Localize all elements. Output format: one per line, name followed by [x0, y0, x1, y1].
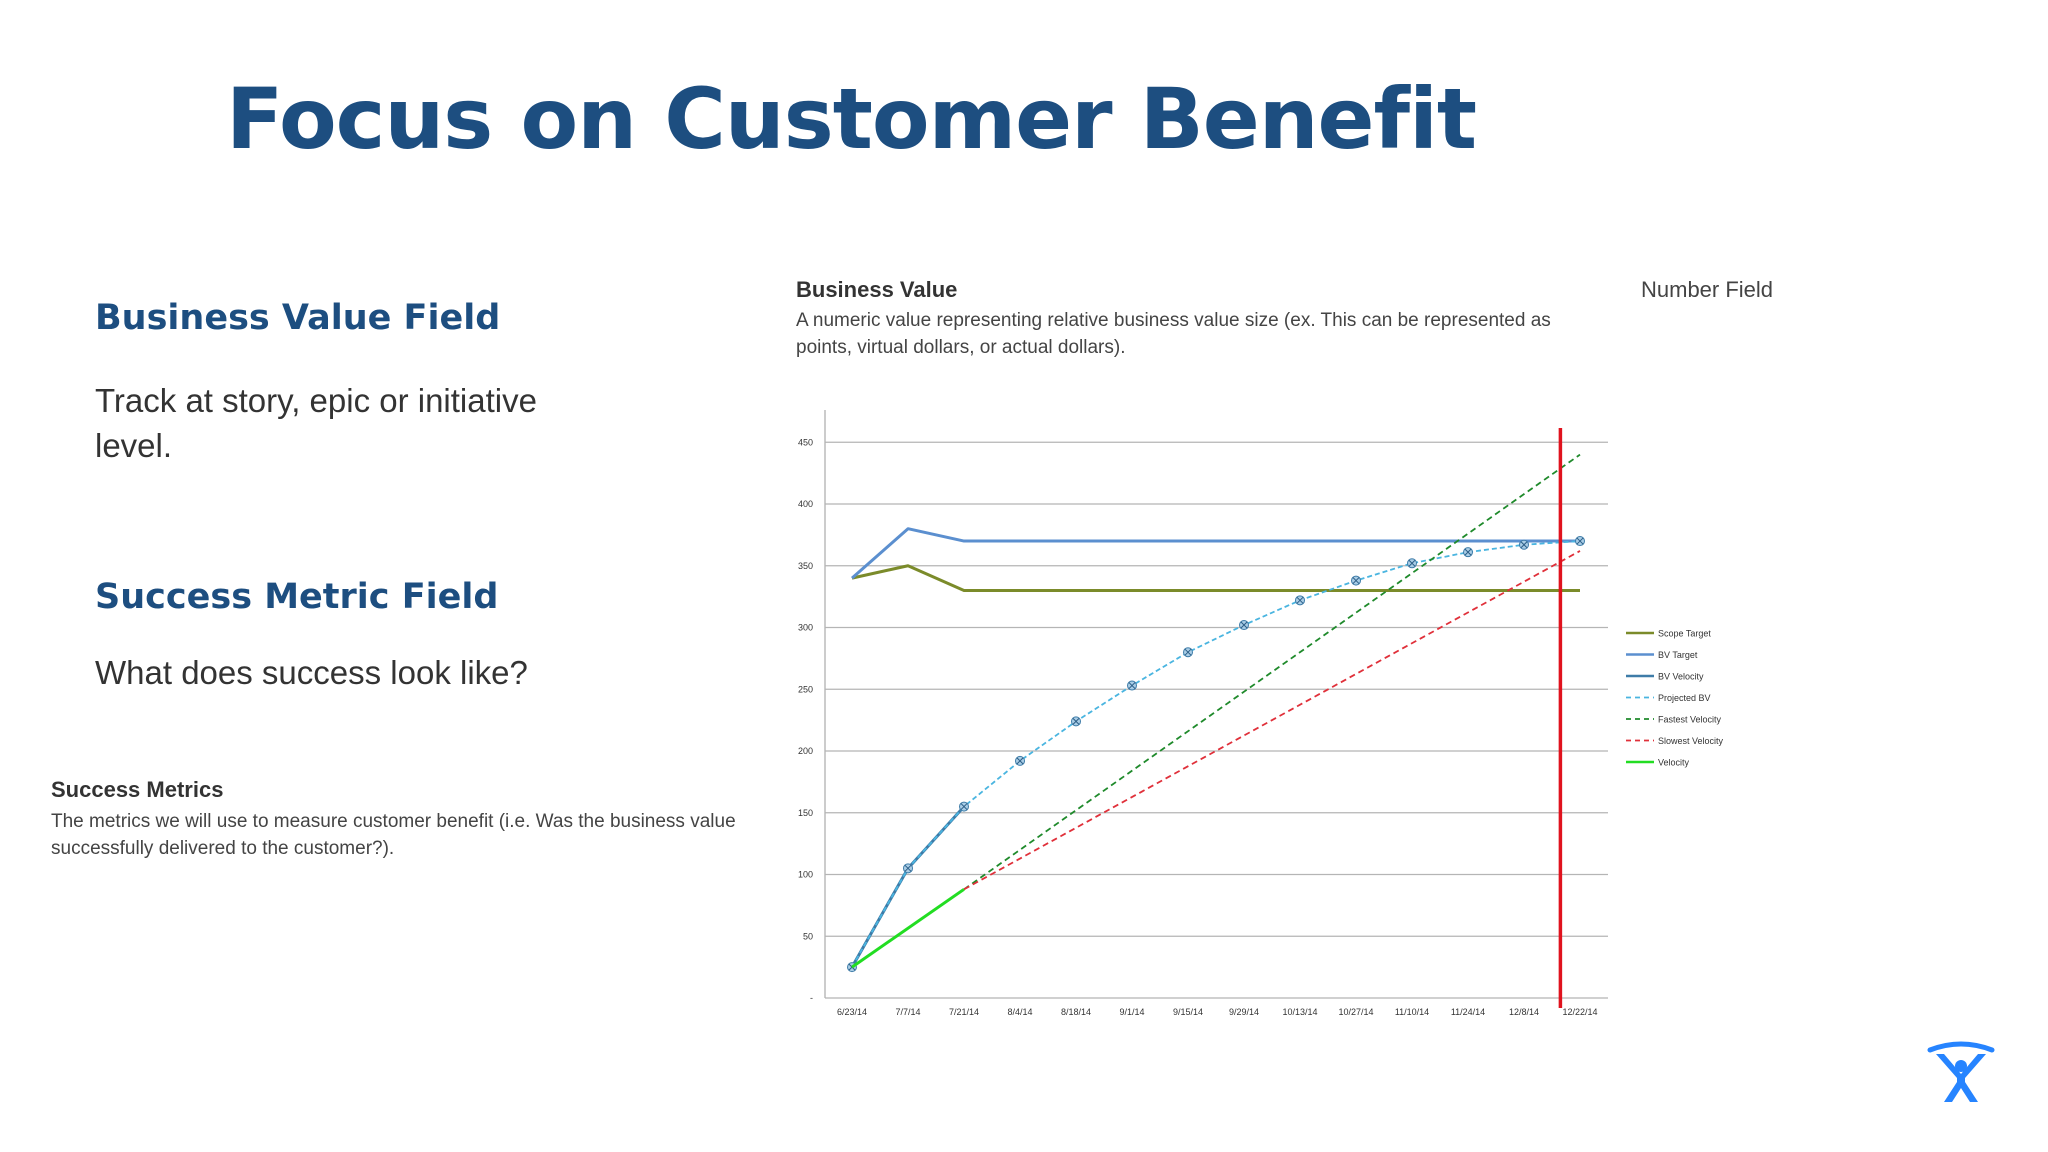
x-tick-label: 8/18/14: [1061, 1007, 1091, 1017]
x-tick-label: 11/24/14: [1451, 1007, 1485, 1017]
x-tick-label: 9/29/14: [1229, 1007, 1259, 1017]
x-tick-label: 9/1/14: [1119, 1007, 1144, 1017]
y-tick-label: 50: [803, 931, 813, 941]
series-line-bv-velocity: [850, 805, 966, 968]
business-value-heading: Business Value Field: [95, 298, 501, 338]
y-tick-label: 300: [798, 623, 813, 633]
x-tick-label: 7/21/14: [949, 1007, 979, 1017]
y-tick-label: 400: [798, 499, 813, 509]
data-point-cross: [1408, 559, 1416, 567]
legend-label: Projected BV: [1658, 693, 1711, 703]
x-tick-label: 8/4/14: [1007, 1007, 1032, 1017]
series-line-slowest-velocity: [963, 550, 1581, 891]
success-metric-text: What does success look like?: [95, 654, 528, 691]
x-tick-label: 9/15/14: [1173, 1007, 1203, 1017]
data-point-cross: [1520, 541, 1528, 549]
legend-label: Velocity: [1658, 758, 1690, 768]
data-point-cross: [1464, 548, 1472, 556]
field-type-label: Number Field: [1641, 277, 1774, 302]
x-tick-label: 10/27/14: [1338, 1007, 1373, 1017]
series-line-scope-target: [851, 564, 1580, 592]
atlassian-logo-icon: [1927, 1041, 1995, 1102]
y-tick-label: -: [810, 993, 813, 1003]
data-point-cross: [1016, 757, 1024, 765]
success-metrics-field-description: The metrics we will use to measure custo…: [51, 811, 736, 859]
y-tick-label: 350: [798, 561, 813, 571]
data-point-cross: [1240, 621, 1248, 629]
x-tick-label: 12/8/14: [1509, 1007, 1539, 1017]
business-value-field-title: Business Value: [796, 277, 958, 302]
series-line-fastest-velocity: [963, 453, 1581, 891]
success-metric-heading: Success Metric Field: [95, 577, 499, 617]
legend-label: Scope Target: [1658, 629, 1711, 639]
x-tick-label: 11/10/14: [1395, 1007, 1429, 1017]
y-tick-label: 450: [798, 437, 813, 447]
slide-title: Focus on Customer Benefit: [226, 70, 1477, 168]
legend-label: Fastest Velocity: [1658, 715, 1722, 725]
business-value-field-description: A numeric value representing relative bu…: [796, 310, 1551, 358]
data-point-cross: [1296, 596, 1304, 604]
legend-label: BV Target: [1658, 650, 1698, 660]
y-tick-label: 100: [798, 870, 813, 880]
business-value-chart: - 50 100 150 200 250 300 350 400 450 6/23/14 7/7/14…: [798, 410, 1724, 1017]
business-value-text: Track at story, epic or initiative level…: [95, 382, 537, 464]
series-line-bv-target: [851, 527, 1580, 580]
x-tick-label: 10/13/14: [1282, 1007, 1317, 1017]
data-point-cross: [1128, 682, 1136, 689]
success-metrics-field-title: Success Metrics: [51, 777, 224, 802]
series-line-projected-bv: [851, 540, 1581, 968]
x-tick-label: 7/7/14: [895, 1007, 920, 1017]
data-point-cross: [960, 803, 968, 810]
legend-label: Slowest Velocity: [1658, 736, 1724, 746]
data-point-cross: [1072, 718, 1080, 725]
data-point-cross: [1352, 577, 1360, 584]
data-point-cross: [1576, 537, 1584, 545]
y-tick-label: 150: [798, 808, 813, 818]
legend-label: BV Velocity: [1658, 672, 1704, 682]
x-tick-label: 12/22/14: [1562, 1007, 1597, 1017]
y-tick-label: 250: [798, 684, 813, 694]
y-tick-label: 200: [798, 746, 813, 756]
x-tick-label: 6/23/14: [837, 1007, 867, 1017]
series-line-velocity: [851, 888, 965, 969]
data-point-cross: [1184, 648, 1192, 656]
data-point-cross: [904, 864, 912, 872]
